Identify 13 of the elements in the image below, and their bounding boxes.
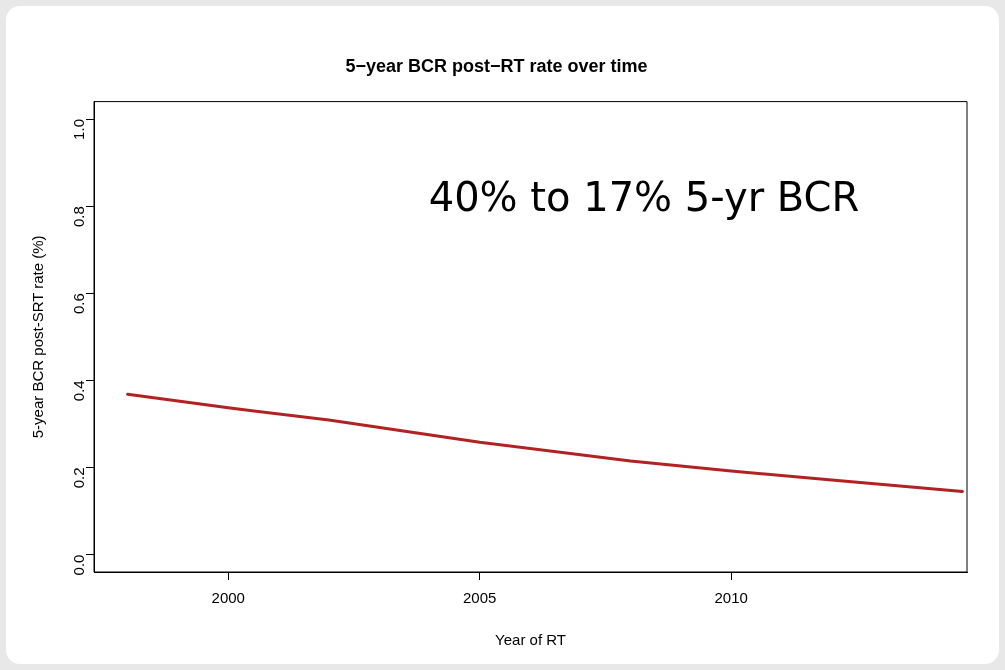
y-tick-label: 0.6 — [70, 293, 88, 315]
y-tick-label: 0.8 — [70, 206, 88, 227]
y-tick-label: 0.0 — [70, 554, 88, 576]
y-tick-label: 0.2 — [70, 467, 88, 489]
x-tick-label: 2000 — [211, 589, 245, 607]
chart-title: 5−year BCR post−RT rate over time — [345, 55, 648, 76]
x-axis-title: Year of RT — [495, 631, 566, 649]
y-tick-label: 1.0 — [70, 119, 88, 140]
x-tick-label: 2010 — [714, 589, 748, 607]
y-tick-label: 0.4 — [70, 380, 88, 402]
x-tick-label: 2005 — [463, 589, 497, 607]
y-axis-title: 5-year BCR post-SRT rate (%) — [29, 235, 47, 439]
annotation: 40% to 17% 5-yr BCR — [428, 173, 860, 220]
